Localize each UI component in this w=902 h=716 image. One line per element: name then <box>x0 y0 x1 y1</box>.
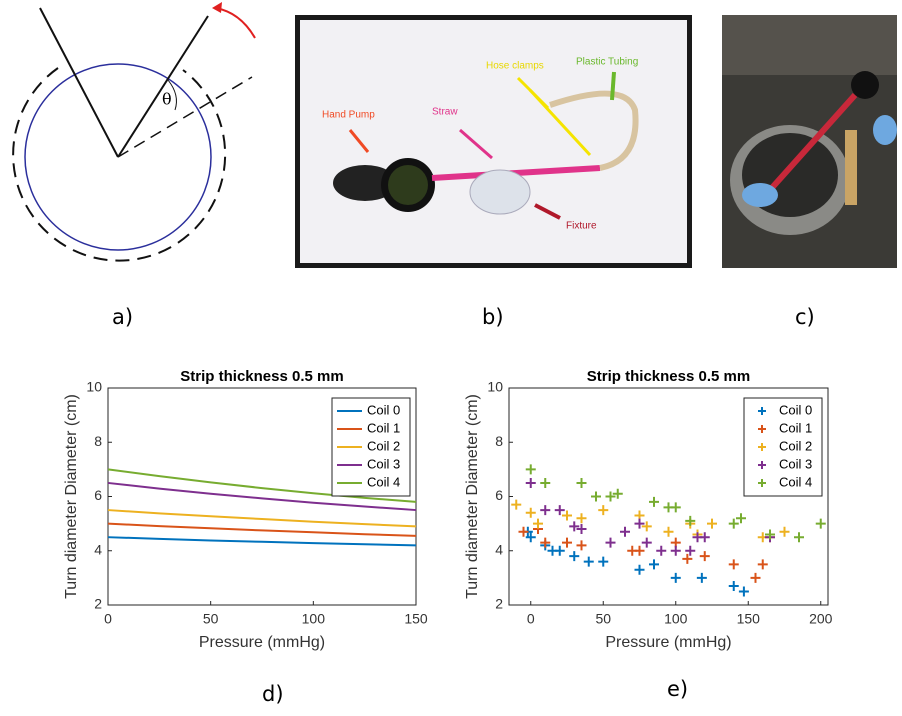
gauge <box>851 71 879 99</box>
panel-label: a) <box>112 305 133 329</box>
y-tick-label: 10 <box>487 379 503 395</box>
panel-label: d) <box>262 682 284 706</box>
x-tick-label: 50 <box>203 611 219 627</box>
theta: θ <box>162 90 172 109</box>
strip-edge <box>40 8 118 157</box>
y-axis-label: Turn diameter Diameter (cm) <box>464 394 481 599</box>
x-tick-label: 200 <box>809 611 833 627</box>
fixture <box>470 170 530 214</box>
y-tick-label: 2 <box>94 596 102 612</box>
legend-label: Coil 0 <box>367 402 400 417</box>
y-tick-label: 4 <box>495 541 503 557</box>
panel-label: b) <box>482 305 504 329</box>
legend-label: Coil 1 <box>367 420 400 435</box>
x-tick-label: 0 <box>104 611 112 627</box>
panel-c-photo <box>722 15 897 268</box>
y-tick-label: 10 <box>86 379 102 395</box>
legend-label: Coil 2 <box>367 438 400 453</box>
y-tick-label: 6 <box>495 487 503 503</box>
legend-label: Coil 4 <box>779 474 812 489</box>
chart-title: Strip thickness 0.5 mm <box>180 368 343 385</box>
panel-a-diagram: θ <box>13 2 255 261</box>
reference-line <box>118 77 252 157</box>
x-tick-label: 100 <box>302 611 326 627</box>
chart: Strip thickness 0.5 mm Pressure (mmHg) Tur… <box>63 368 428 651</box>
glove <box>873 115 897 145</box>
dashed-arc <box>13 68 225 261</box>
panel-b-photo: Hand Pump Straw Hose clamps Plastic Tubi… <box>295 15 692 268</box>
figure: θ Hand Pump Straw Hose clamps Plastic Tu… <box>0 0 902 711</box>
photo-bg <box>722 15 897 75</box>
y-tick-label: 6 <box>94 487 102 503</box>
arrow-head <box>212 2 222 13</box>
annotation: Fixture <box>566 221 597 232</box>
y-tick-label: 8 <box>495 433 503 449</box>
gauge-face <box>388 165 428 205</box>
x-tick-label: 100 <box>664 611 688 627</box>
chart-title: Strip thickness 0.5 mm <box>587 368 750 385</box>
x-tick-label: 150 <box>737 611 761 627</box>
annotation: Straw <box>432 107 458 118</box>
y-axis-label: Turn diameter Diameter (cm) <box>63 394 80 599</box>
annotation: Hose clamps <box>486 61 544 72</box>
x-axis-label: Pressure (mmHg) <box>199 634 325 651</box>
legend-label: Coil 0 <box>779 402 812 417</box>
legend-label: Coil 4 <box>367 474 400 489</box>
chart: Strip thickness 0.5 mm Pressure (mmHg) Tur… <box>464 368 832 651</box>
arrow <box>612 72 614 100</box>
annotation: Hand Pump <box>322 110 375 121</box>
x-tick-label: 0 <box>527 611 535 627</box>
glove <box>742 183 778 207</box>
strip-edge <box>118 16 208 157</box>
legend-label: Coil 1 <box>779 420 812 435</box>
x-tick-label: 150 <box>404 611 428 627</box>
legend-label: Coil 3 <box>779 456 812 471</box>
panel-label: e) <box>667 677 688 701</box>
stick <box>845 130 857 205</box>
legend-label: Coil 3 <box>367 456 400 471</box>
annotation: Plastic Tubing <box>576 57 638 68</box>
x-axis-label: Pressure (mmHg) <box>605 634 731 651</box>
legend-label: Coil 2 <box>779 438 812 453</box>
y-tick-label: 8 <box>94 433 102 449</box>
y-tick-label: 2 <box>495 596 503 612</box>
y-tick-label: 4 <box>94 541 102 557</box>
x-tick-label: 50 <box>595 611 611 627</box>
panel-label: c) <box>795 305 815 329</box>
